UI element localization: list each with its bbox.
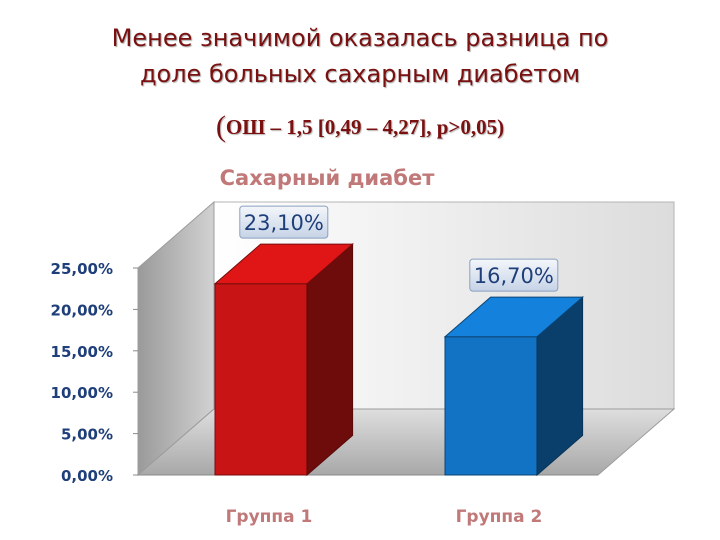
slide-title-line-1: Менее значимой оказалась разница по xyxy=(111,24,609,52)
bar-side xyxy=(306,243,354,477)
slide-title-line-2: доле больных сахарным диабетом xyxy=(139,60,581,88)
subtitle-open-paren: ( xyxy=(215,110,226,143)
chart-title: Сахарный диабет xyxy=(220,166,436,190)
bar-top xyxy=(213,243,354,285)
bar-group-1: 23,10% xyxy=(213,205,354,477)
y-tick-label: 0,00% xyxy=(61,467,113,485)
y-tick-label: 20,00% xyxy=(51,301,113,319)
y-tick-label: 25,00% xyxy=(51,260,113,278)
y-tick-label: 10,00% xyxy=(51,384,113,402)
y-tick-label: 5,00% xyxy=(61,426,113,444)
bar-top xyxy=(443,296,584,338)
category-label: Группа 2 xyxy=(456,507,543,527)
data-label: 23,10% xyxy=(244,211,324,235)
data-label-box xyxy=(469,258,559,292)
subtitle-statistics: ОШ – 1,5 [0,49 – 4,27], р>0,05) xyxy=(225,115,505,139)
category-label: Группа 1 xyxy=(226,507,313,527)
bar-front xyxy=(444,336,538,476)
bar-group-2: 16,70% xyxy=(443,258,584,477)
data-label: 16,70% xyxy=(474,264,554,288)
bar-front xyxy=(214,283,308,476)
y-tick-label: 15,00% xyxy=(51,343,113,361)
slide-title: Менее значимой оказалась разница по доле… xyxy=(0,20,720,92)
data-label-box xyxy=(239,205,329,239)
slide-subtitle: (ОШ – 1,5 [0,49 – 4,27], р>0,05) xyxy=(0,110,720,144)
